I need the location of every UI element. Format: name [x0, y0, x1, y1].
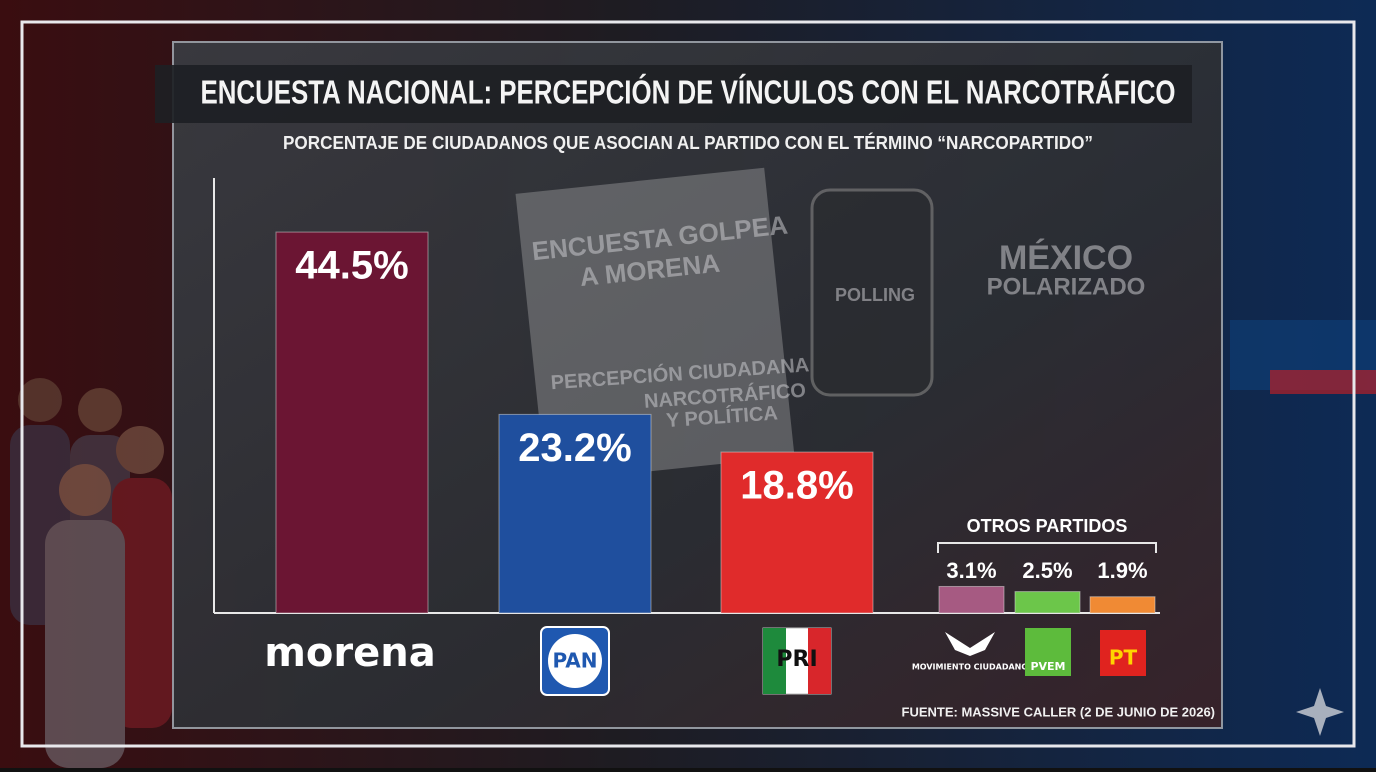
x-tick-label: PAN — [552, 649, 597, 673]
logo-green — [763, 628, 786, 694]
x-tick-label: PVEM — [1030, 660, 1065, 673]
crowd — [10, 378, 172, 768]
x-tick-label: MOVIMIENTO CIUDADANO — [912, 663, 1029, 672]
background-text: POLLING — [835, 285, 915, 305]
title-bar — [155, 65, 1192, 123]
value-label: 3.1% — [946, 558, 996, 583]
newspaper — [515, 167, 795, 483]
chart-title: ENCUESTA NACIONAL: PERCEPCIÓN DE VÍNCULO… — [201, 74, 1176, 111]
phone — [810, 188, 934, 397]
background-text: POLARIZADO — [987, 273, 1146, 300]
value-label: 23.2% — [518, 426, 631, 470]
logo-box — [1025, 628, 1071, 676]
bar — [938, 585, 1005, 614]
value-label: 1.9% — [1097, 558, 1147, 583]
x-tick-label: morena — [264, 630, 435, 676]
mc-eagle — [945, 632, 995, 656]
bg-screen-bar — [1270, 370, 1376, 394]
value-label: 18.8% — [740, 464, 853, 508]
x-tick-label: PRI — [776, 647, 817, 672]
background-text: MÉXICO — [999, 239, 1133, 277]
source: FUENTE: MASSIVE CALLER (2 DE JUNIO DE 20… — [902, 704, 1216, 719]
bar — [1014, 591, 1081, 614]
bar — [1089, 596, 1156, 614]
bar — [498, 413, 652, 614]
others-bracket — [937, 542, 1157, 553]
chart-subtitle: PORCENTAJE DE CIUDADANOS QUE ASOCIAN AL … — [283, 132, 1093, 153]
logo-ring — [548, 634, 602, 688]
outer-frame — [20, 20, 1356, 748]
others-label: OTROS PARTIDOS — [967, 516, 1128, 536]
x-tick-label: PT — [1109, 646, 1138, 670]
value-label: 44.5% — [295, 244, 408, 288]
logo-red — [808, 628, 831, 694]
bar — [275, 231, 429, 614]
value-label: 2.5% — [1022, 558, 1072, 583]
sparkle — [1296, 688, 1344, 736]
bar — [720, 451, 874, 614]
logo-box — [1100, 630, 1146, 676]
